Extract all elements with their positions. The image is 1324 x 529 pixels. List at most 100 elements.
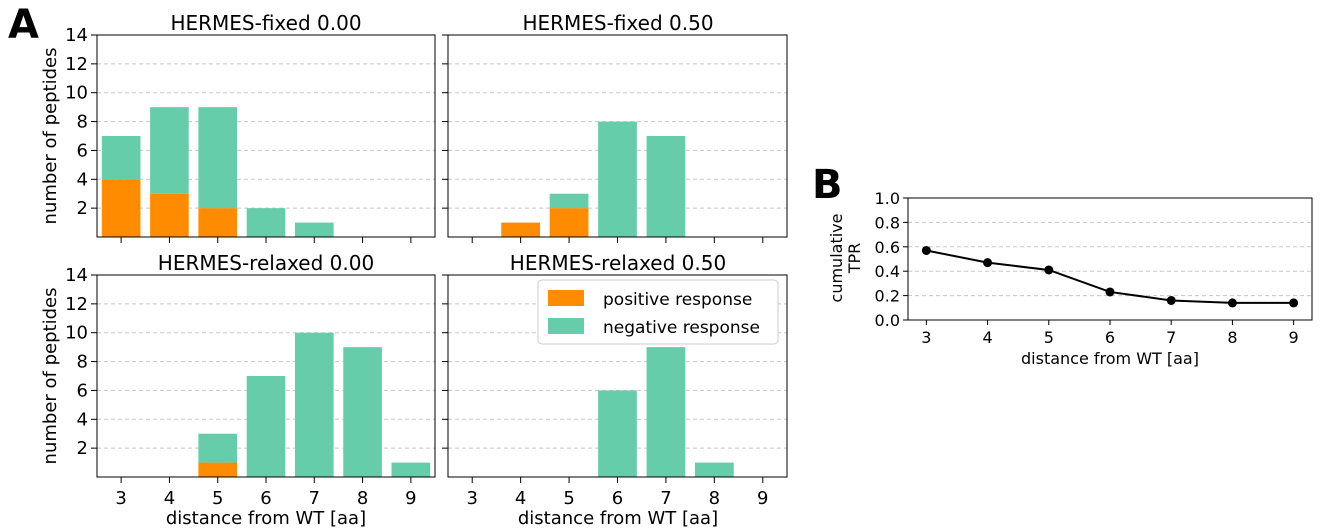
bar-negative (150, 107, 189, 194)
x-tick-label: 7 (309, 488, 320, 509)
data-point (1289, 298, 1299, 308)
y-tick-label: 14 (65, 25, 88, 46)
bar-positive (501, 222, 541, 237)
plot-frame (447, 34, 788, 238)
x-tick-label: 8 (357, 488, 368, 509)
bar-positive (198, 462, 238, 477)
bar-chart-relaxed-050: HERMES-relaxed 0.50 distance from WT [aa… (442, 251, 788, 529)
plot-frame (96, 274, 436, 478)
plot-frame (447, 274, 788, 478)
data-point (1044, 265, 1054, 275)
y-tick-label: 12 (65, 294, 88, 315)
bar-negative (598, 121, 637, 237)
bar-negative (391, 462, 431, 477)
x-tick-label: 8 (709, 488, 720, 509)
bar-negative (694, 462, 734, 477)
data-point (1166, 295, 1176, 305)
chart-title: HERMES-relaxed 0.00 (158, 251, 374, 275)
legend-swatch-negative (548, 318, 584, 334)
y-tick-label: 0.6 (875, 238, 900, 257)
data-point (983, 258, 993, 268)
bar-positive (198, 208, 238, 237)
legend-label-positive: positive response (603, 290, 752, 310)
x-tick-label: 9 (405, 488, 416, 509)
y-axis-label-line2: TPR (845, 243, 864, 275)
bar-chart-fixed-050: HERMES-fixed 0.50 (442, 11, 788, 243)
bar-negative (198, 107, 238, 209)
y-tick-label: 6 (77, 380, 88, 401)
x-tick-label: 9 (757, 488, 768, 509)
chart-title: HERMES-relaxed 0.50 (510, 251, 726, 275)
y-tick-label: 4 (77, 169, 88, 190)
legend-label-negative: negative response (603, 318, 760, 338)
bar-negative (646, 347, 686, 477)
x-tick-label: 4 (515, 488, 526, 509)
y-tick-label: 0.0 (875, 311, 900, 330)
bar-negative (246, 208, 286, 237)
data-point (1105, 287, 1115, 297)
y-axis-label: number of peptides (40, 288, 61, 465)
x-tick-label: 9 (1289, 328, 1299, 347)
bar-negative (549, 193, 589, 209)
panel-label-a: A (8, 2, 39, 48)
x-tick-label: 5 (1044, 328, 1054, 347)
data-point (921, 245, 931, 255)
bar-negative (343, 347, 382, 477)
x-tick-label: 3 (466, 488, 477, 509)
bar-negative (294, 222, 334, 237)
y-tick-label: 8 (77, 112, 88, 133)
bar-chart-relaxed-000: HERMES-relaxed 0.00 number of peptides d… (40, 251, 436, 529)
x-tick-label: 6 (612, 488, 623, 509)
x-axis-label: distance from WT [aa] (166, 508, 366, 529)
y-tick-label: 2 (77, 198, 88, 219)
y-tick-label: 0.2 (875, 287, 900, 306)
legend-swatch-positive (548, 290, 584, 306)
y-tick-label: 10 (65, 323, 88, 344)
plot-frame (96, 34, 436, 238)
x-tick-label: 4 (164, 488, 175, 509)
y-tick-label: 0.4 (875, 262, 900, 281)
y-tick-label: 10 (65, 83, 88, 104)
bar-negative (101, 136, 141, 180)
x-tick-label: 3 (115, 488, 126, 509)
y-axis-label-line1: cumulative (827, 214, 846, 303)
x-axis-label: distance from WT [aa] (518, 508, 718, 529)
line-chart-cumulative-tpr: cumulative TPR distance from WT [aa] 0.0… (827, 189, 1313, 368)
chart-title: HERMES-fixed 0.00 (170, 11, 361, 35)
legend-frame (537, 279, 779, 345)
chart-title: HERMES-fixed 0.50 (522, 11, 713, 35)
x-axis-label: distance from WT [aa] (1021, 349, 1199, 368)
data-point (1227, 298, 1237, 308)
x-tick-label: 5 (563, 488, 574, 509)
y-tick-label: 8 (77, 352, 88, 373)
bar-negative (198, 433, 238, 463)
y-tick-label: 1.0 (875, 189, 900, 208)
y-tick-label: 12 (65, 54, 88, 75)
x-tick-label: 7 (660, 488, 671, 509)
bar-negative (646, 136, 686, 237)
legend: positive response negative response (537, 279, 779, 345)
x-tick-label: 4 (982, 328, 992, 347)
y-axis-label: number of peptides (40, 48, 61, 225)
bar-positive (549, 208, 589, 237)
bar-positive (101, 179, 141, 237)
y-tick-label: 6 (77, 140, 88, 161)
x-tick-label: 3 (921, 328, 931, 347)
bar-negative (246, 376, 286, 477)
plot-frame (907, 197, 1313, 321)
x-tick-label: 5 (212, 488, 223, 509)
panel-label-b: B (812, 162, 843, 208)
x-tick-label: 6 (260, 488, 271, 509)
y-tick-label: 2 (77, 438, 88, 459)
bar-negative (598, 390, 637, 477)
y-tick-label: 14 (65, 265, 88, 286)
bar-chart-fixed-000: HERMES-fixed 0.00 number of peptides 2 4 6… (40, 11, 436, 243)
y-tick-label: 0.8 (875, 213, 900, 232)
x-tick-label: 8 (1227, 328, 1237, 347)
x-tick-label: 6 (1105, 328, 1115, 347)
bar-positive (150, 193, 189, 237)
bar-negative (294, 332, 334, 477)
y-tick-label: 4 (77, 409, 88, 430)
x-tick-label: 7 (1166, 328, 1176, 347)
